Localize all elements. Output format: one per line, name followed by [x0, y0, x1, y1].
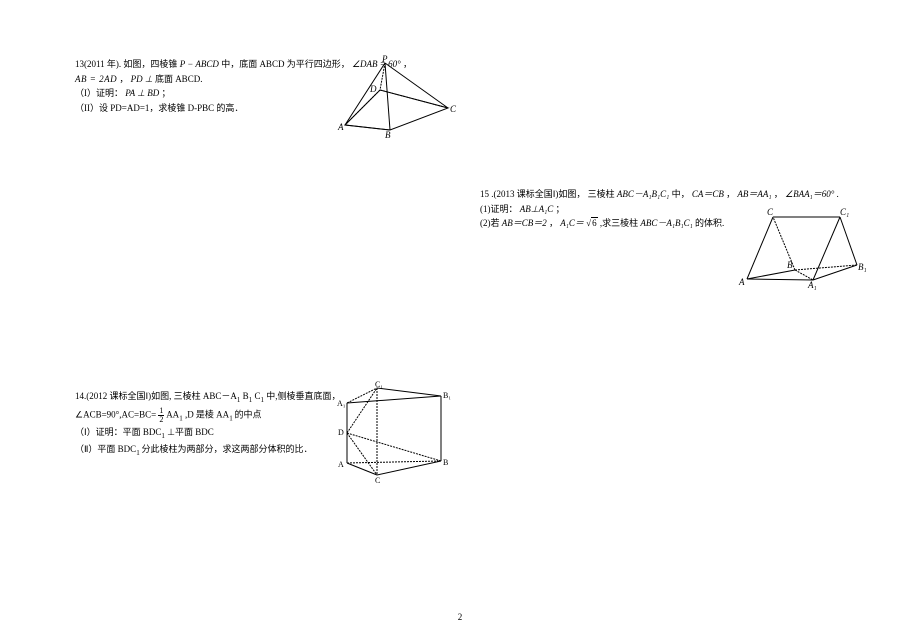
p15-number: 15 .(2013 课标全国Ⅰ)如图，	[480, 189, 585, 199]
p15-l3a: (2)若	[480, 218, 500, 228]
p13-l3c: ；	[162, 88, 171, 98]
p15-l1c: 中，	[672, 189, 690, 199]
p14-l2b: AA	[166, 410, 179, 420]
p15-l3d: A₁C＝	[560, 218, 584, 228]
p13-l3b: PA ⊥ BD	[125, 88, 159, 98]
p14-number: 14.(2012 课标全国Ⅰ)如图,	[75, 391, 171, 401]
p15-l3g: ABC－A₁B₁C₁	[640, 218, 692, 228]
p15-l1a: 三棱柱	[588, 189, 615, 199]
p14-l1a: 三棱柱 ABC－A	[174, 391, 237, 401]
label-C15: C	[767, 207, 774, 217]
p13-l1b: P − ABCD	[180, 59, 219, 69]
p13-l2b: ，	[119, 74, 130, 84]
label-C14: C	[375, 476, 380, 485]
p14-l3b: ⊥平面 BDC	[167, 427, 214, 437]
label-A114: A₁	[337, 399, 346, 408]
label-B15: B	[787, 260, 793, 270]
label-A14: A	[338, 460, 344, 469]
p13-l1a: 如图，四棱锥	[123, 59, 177, 69]
p14-l3a: （Ⅰ）证明：平面 BDC	[75, 427, 161, 437]
p14-l4b: 分此棱柱为两部分，求这两部分体积的比．	[141, 444, 312, 454]
figure-13: P A B C D	[330, 60, 460, 137]
label-A115: A₁	[807, 280, 817, 290]
label-P: P	[381, 54, 388, 64]
label-B14: B	[443, 458, 448, 467]
p14-l2d: 的中点	[234, 410, 261, 420]
p14-l4a: （Ⅱ）平面 BDC	[75, 444, 136, 454]
p15-l1g: ，	[774, 189, 783, 199]
p15-l1e: ，	[726, 189, 735, 199]
p13-l3a: （I）证明：	[75, 88, 123, 98]
p13-l2c: PD ⊥	[131, 74, 153, 84]
p15-l2c: ；	[555, 204, 564, 214]
p15-sqrt: 6	[591, 217, 598, 228]
p15-l1f: AB＝AA₁	[737, 189, 771, 199]
p13-l4: （II）设 PD=AD=1，求棱锥 D-PBC 的高．	[75, 103, 243, 113]
p15-l1d: CA＝CB	[692, 189, 724, 199]
p13-number: 13(2011 年).	[75, 59, 121, 69]
p15-l1b: ABC－A₁B₁C₁	[617, 189, 669, 199]
p15-l3c: ，	[549, 218, 558, 228]
p15-l3b: AB＝CB＝2	[502, 218, 547, 228]
p15-l2a: (1)证明：	[480, 204, 518, 214]
page-number: 2	[0, 612, 920, 622]
p15-l3f: ,求三棱柱	[600, 218, 638, 228]
label-C13: C	[450, 104, 457, 114]
label-A15: A	[738, 277, 745, 287]
label-D14: D	[338, 428, 344, 437]
p14-l1d: 中,侧棱垂直底面，	[266, 391, 340, 401]
p14-l2c: ,D 是棱 AA	[185, 410, 229, 420]
p15-l1i: .	[837, 189, 839, 199]
p13-l2a: AB = 2AD	[75, 74, 117, 84]
label-D13: D	[369, 84, 377, 94]
label-B13: B	[385, 130, 391, 140]
p13-l2d: 底面 ABCD.	[155, 74, 203, 84]
label-B114: B₁	[443, 391, 451, 400]
label-C114: C₁	[375, 380, 383, 389]
label-C115: C₁	[840, 207, 849, 217]
figure-14: A₁ C₁ B₁ A C B D	[335, 383, 455, 485]
label-A13: A	[337, 122, 344, 132]
label-B115: B₁	[858, 262, 867, 272]
p15-l1h: ∠BAA₁＝60°	[785, 189, 834, 199]
p15-l2b: AB⊥A₁C	[520, 204, 553, 214]
p15-l3h: 的体积.	[695, 218, 724, 228]
p14-l2a: ∠ACB=90°,AC=BC=	[75, 410, 156, 420]
figure-15: A B C A₁ B₁ C₁	[735, 210, 865, 287]
